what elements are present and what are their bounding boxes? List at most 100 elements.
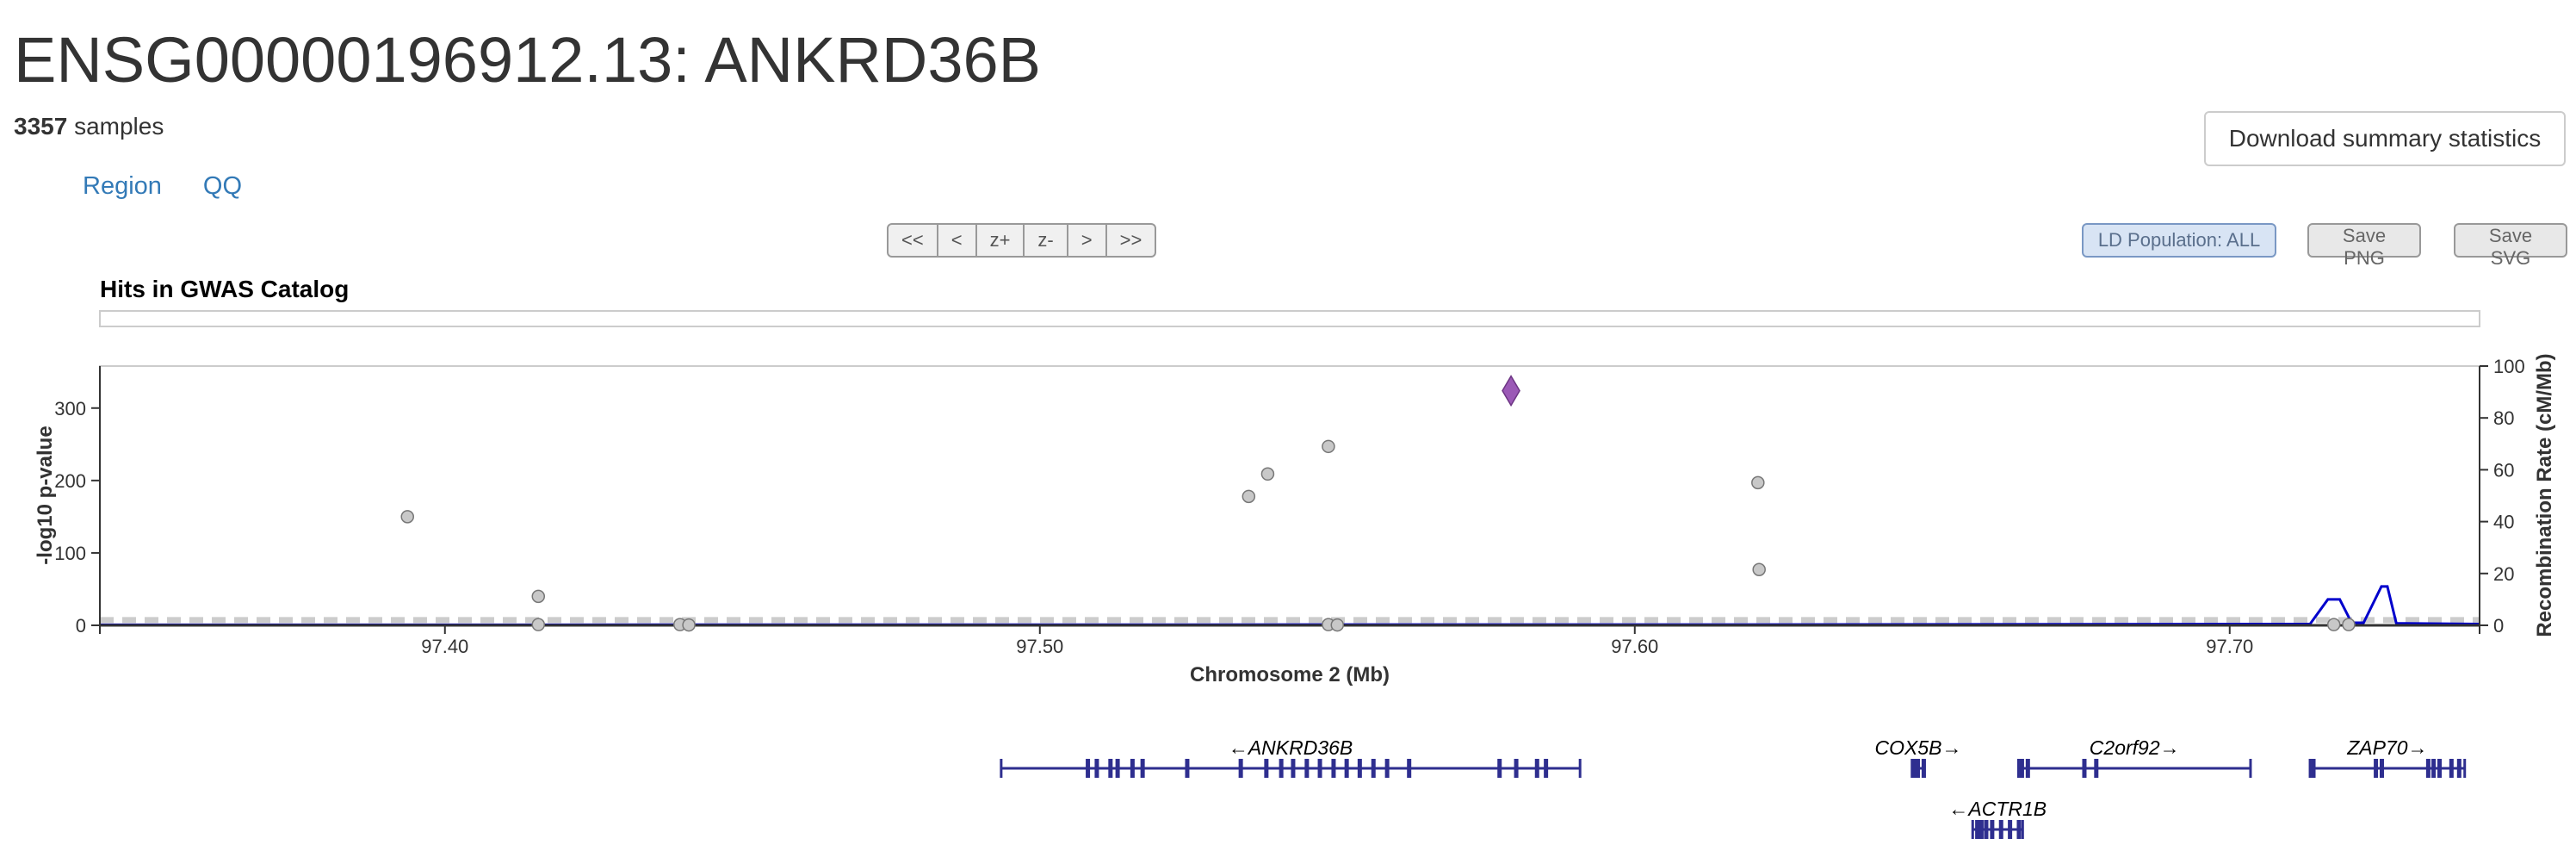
exon	[2431, 759, 2437, 778]
download-summary-stats-button[interactable]: Download summary statistics	[2204, 111, 2566, 166]
exon	[1264, 759, 1269, 778]
y2-tick-label: 100	[2493, 356, 2525, 377]
plot-frame	[99, 365, 2480, 626]
y2-tick-label: 0	[2493, 615, 2504, 637]
gene-label: COX5B→	[1875, 736, 1962, 759]
shift-left-button[interactable]: <	[936, 223, 977, 258]
y-axis-label: -log10 p-value	[34, 426, 57, 564]
gene: ZAP70→	[2308, 736, 2467, 778]
variant-point	[531, 589, 546, 604]
exon	[1130, 759, 1135, 778]
zoom-out-button[interactable]: z-	[1023, 223, 1068, 258]
save-svg-button[interactable]: Save SVG	[2454, 223, 2567, 269]
y-tick-label: 100	[54, 543, 86, 564]
exon	[1357, 759, 1362, 778]
exon	[1998, 820, 2003, 839]
exon	[2425, 759, 2430, 778]
x-axis-label: Chromosome 2 (Mb)	[1190, 663, 1390, 686]
exon	[2019, 759, 2024, 778]
x-tick-label: 97.40	[421, 636, 468, 657]
exon	[2374, 759, 2379, 778]
exon	[1094, 759, 1099, 778]
gene-label: C2orf92→	[2090, 736, 2180, 759]
tab-region[interactable]: Region	[83, 172, 162, 200]
shift-right-button[interactable]: >	[1066, 223, 1107, 258]
y2-axis-label: Recombination Rate (cM/Mb)	[2533, 353, 2556, 637]
shift-far-left-button[interactable]: <<	[887, 223, 938, 258]
exon	[1291, 759, 1296, 778]
variant-point	[1330, 618, 1345, 632]
gene: ←ANKRD36B	[1000, 736, 1582, 778]
y-tick-label: 300	[54, 398, 86, 419]
exon	[1086, 759, 1091, 778]
exon	[1978, 820, 1984, 839]
y-tick-label: 200	[54, 470, 86, 492]
exon	[2016, 820, 2022, 839]
sample-count-value: 3357	[14, 113, 68, 140]
y2-axis: 0 20 40 60 80 100	[2479, 356, 2525, 637]
variant-point	[1242, 489, 1256, 504]
tab-qq[interactable]: QQ	[202, 172, 243, 200]
variant-point	[2326, 618, 2341, 631]
gene-label: ZAP70→	[2346, 736, 2427, 759]
variant-point	[2342, 618, 2356, 631]
exon	[1238, 759, 1243, 778]
region-nav-group: << < z+ z- > >>	[887, 223, 1157, 258]
exon	[1534, 759, 1539, 778]
exon	[1140, 759, 1145, 778]
exon	[2379, 759, 2384, 778]
exon	[2008, 820, 2013, 839]
save-png-button[interactable]: Save PNG	[2307, 223, 2421, 269]
y-tick-label: 0	[76, 615, 86, 637]
plot-tabs: Region QQ	[83, 169, 242, 203]
variant-point	[531, 618, 546, 631]
exon	[1407, 759, 1412, 778]
ld-population-button[interactable]: LD Population: ALL	[2082, 223, 2276, 258]
variant-point	[682, 618, 696, 632]
gene: ←ACTR1B	[1948, 798, 2047, 839]
exon	[1984, 820, 1989, 839]
y2-tick-label: 40	[2493, 512, 2514, 533]
exon	[1921, 759, 1926, 778]
exon	[1108, 759, 1113, 778]
gene: C2orf92→	[2016, 736, 2252, 778]
variant-points	[400, 375, 2356, 632]
exon	[1544, 759, 1549, 778]
exon	[2456, 759, 2461, 778]
shift-far-right-button[interactable]: >>	[1105, 223, 1157, 258]
gene-track: ←ANKRD36B COX5B→ C2orf92→ ZAP70→ ←ACTR1B	[1000, 736, 2467, 839]
exon	[2311, 759, 2316, 778]
gwas-catalog-track	[99, 310, 2480, 327]
exon	[2437, 759, 2443, 778]
exon	[1975, 820, 1980, 839]
sample-count-label: samples	[74, 113, 164, 140]
variant-point	[1260, 467, 1275, 481]
variant-point	[1322, 439, 1335, 454]
sample-count: 3357 samples	[14, 110, 164, 143]
zoom-in-button[interactable]: z+	[975, 223, 1025, 258]
exon	[1317, 759, 1322, 778]
exon	[1371, 759, 1376, 778]
y2-tick-label: 80	[2493, 407, 2514, 429]
exon	[1331, 759, 1336, 778]
exon	[1115, 759, 1120, 778]
exon	[2025, 759, 2030, 778]
exon	[2082, 759, 2087, 778]
x-tick-label: 97.50	[1016, 636, 1063, 657]
variant-point	[1752, 562, 1766, 577]
exon	[1911, 759, 1917, 778]
gene-label: ←ACTR1B	[1948, 798, 2047, 820]
gene-label: ←ANKRD36B	[1229, 736, 1353, 759]
y2-tick-label: 20	[2493, 563, 2514, 585]
variant-point	[400, 510, 414, 524]
page-title: ENSG00000196912.13: ANKRD36B	[14, 24, 1042, 96]
x-axis: 97.40 97.50 97.60 97.70	[99, 624, 2480, 657]
y-axis: 0 100 200 300	[54, 366, 101, 637]
x-tick-label: 97.60	[1611, 636, 1658, 657]
exon	[2449, 759, 2454, 778]
gwas-panel-title: Hits in GWAS Catalog	[100, 276, 349, 302]
variant-point	[1751, 475, 1765, 490]
lead-variant-point	[1502, 375, 1520, 407]
exon	[1916, 759, 1921, 778]
